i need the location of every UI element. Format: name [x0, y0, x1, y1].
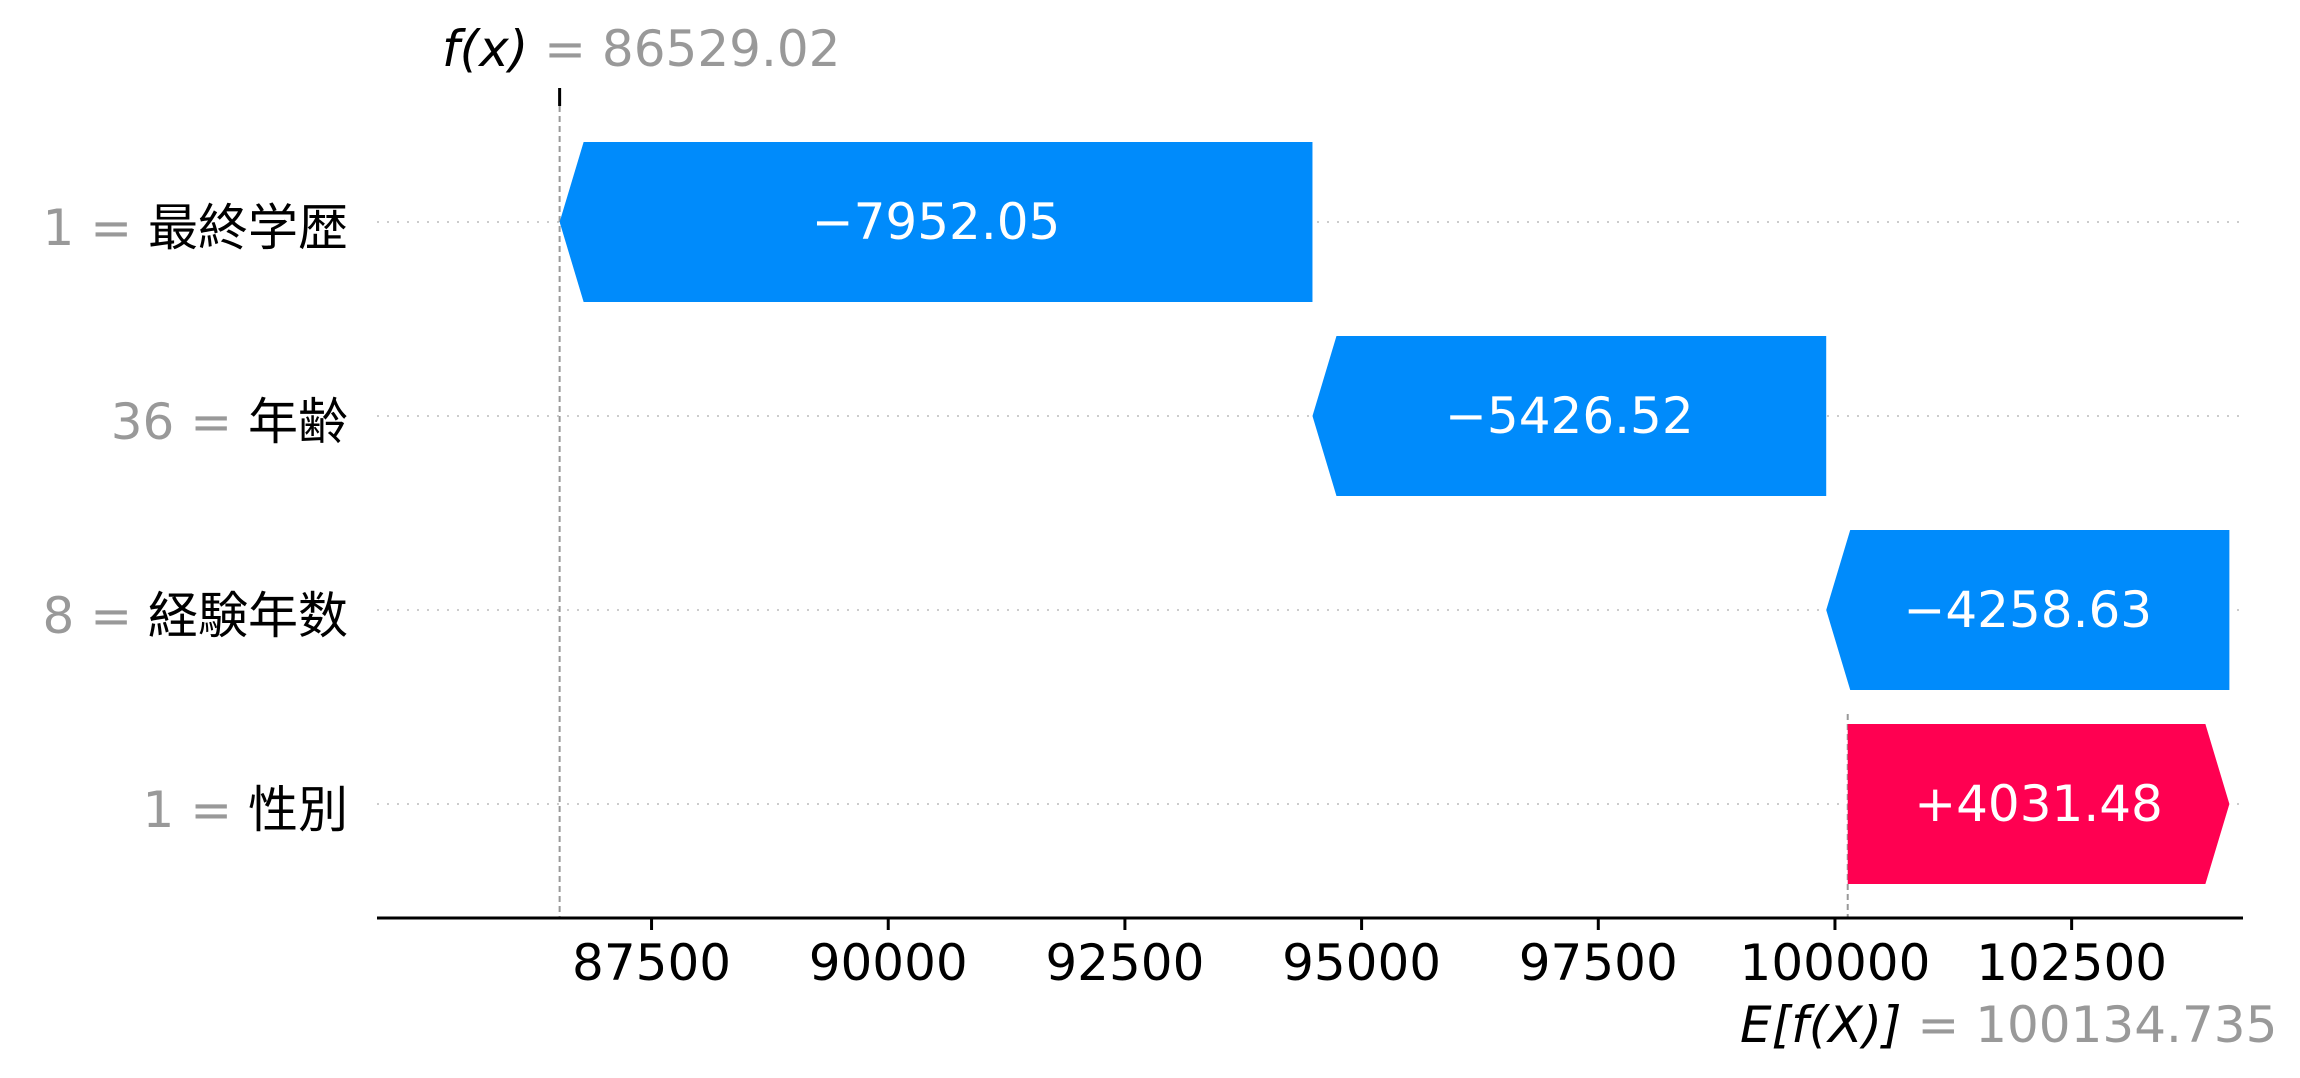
fx-label: f(x) = 86529.02	[442, 20, 841, 78]
bar-2	[1312, 336, 1827, 496]
fx-symbol: f(x)	[442, 20, 529, 78]
expected-value: 100134.735	[1975, 996, 2278, 1054]
feature-label-4: 1 = 性別	[142, 781, 349, 839]
expected-symbol: E[f(X)]	[1740, 996, 1902, 1054]
x-tick-label: 95000	[1282, 934, 1441, 992]
bar-label-4: +4031.48	[1914, 775, 2163, 833]
feature-labels: 1 = 最終学歴 36 = 年齢 8 = 経験年数 1 = 性別	[0, 0, 349, 900]
bar-3	[1826, 530, 2230, 690]
x-tick-label: 92500	[1045, 934, 1204, 992]
bar-1	[559, 142, 1313, 302]
bar-label-2: −5426.52	[1445, 387, 1694, 445]
x-tick-label: 102500	[1976, 934, 2167, 992]
fx-value: 86529.02	[601, 20, 841, 78]
feature-label-2: 36 = 年齢	[110, 393, 348, 451]
expected-label: E[f(X)] = 100134.735	[1740, 996, 2278, 1054]
x-tick-label: 87500	[572, 934, 731, 992]
x-tick-label: 90000	[809, 934, 968, 992]
feature-label-3: 8 = 経験年数	[42, 587, 349, 645]
x-tick-label: 97500	[1519, 934, 1678, 992]
x-tick-label: 100000	[1740, 934, 1931, 992]
bar-label-1: −7952.05	[812, 193, 1061, 251]
bar-label-3: −4258.63	[1903, 581, 2152, 639]
bar-4	[1847, 724, 2230, 884]
feature-label-1: 1 = 最終学歴	[42, 199, 349, 257]
